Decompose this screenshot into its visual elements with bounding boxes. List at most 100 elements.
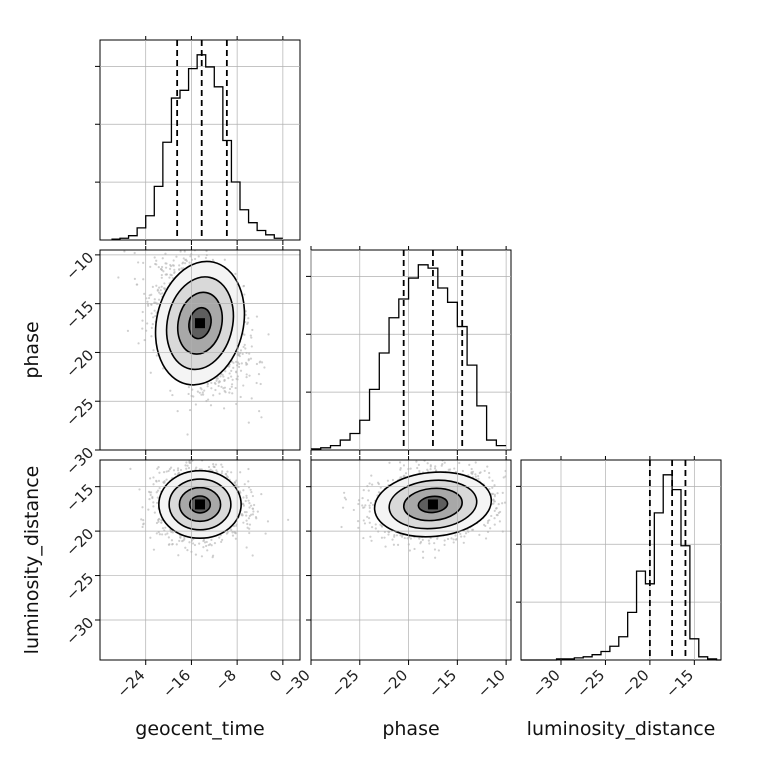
scatter-point — [392, 543, 396, 546]
scatter-point — [245, 546, 248, 549]
scatter-point — [210, 381, 213, 385]
scatter-point — [194, 553, 198, 556]
scatter-point — [247, 480, 250, 483]
scatter-point — [143, 247, 145, 249]
scatter-point — [366, 499, 370, 502]
scatter-point — [180, 267, 183, 270]
scatter-point — [163, 282, 166, 285]
scatter-point — [395, 534, 399, 537]
scatter-point — [168, 276, 171, 279]
scatter-point — [230, 369, 233, 372]
scatter-point — [443, 539, 446, 542]
scatter-point — [250, 397, 253, 400]
scatter-point — [169, 389, 172, 392]
scatter-point — [147, 304, 150, 307]
scatter-point — [184, 546, 187, 549]
scatter-point — [169, 273, 172, 276]
scatter-point — [216, 457, 218, 459]
scatter-point — [150, 312, 153, 315]
scatter-point — [211, 556, 214, 559]
scatter-point — [175, 543, 178, 546]
scatter-point — [206, 443, 208, 445]
scatter-point — [221, 538, 224, 541]
histogram-phase — [311, 264, 507, 450]
scatter-point — [421, 556, 425, 559]
scatter-point — [160, 519, 163, 522]
scatter-point — [188, 261, 191, 264]
scatter-point — [169, 265, 173, 268]
scatter-point — [248, 523, 252, 526]
scatter-point — [501, 502, 504, 505]
scatter-point — [368, 482, 371, 485]
scatter-point — [367, 517, 371, 520]
scatter-point — [155, 284, 158, 287]
scatter-point — [186, 433, 189, 436]
joint-panel-luminosity_distance_vs_geocent_time — [129, 443, 290, 559]
scatter-point — [218, 536, 221, 539]
scatter-point — [153, 301, 156, 304]
scatter-point — [146, 322, 149, 325]
scatter-point — [158, 291, 161, 294]
scatter-point — [255, 362, 259, 366]
scatter-point — [162, 270, 165, 273]
scatter-point — [399, 534, 402, 537]
scatter-point — [155, 491, 158, 494]
scatter-point — [240, 362, 243, 365]
scatter-point — [205, 250, 208, 253]
scatter-point — [168, 267, 172, 270]
scatter-point — [377, 530, 380, 533]
scatter-point — [239, 471, 242, 474]
scatter-point — [147, 508, 150, 511]
scatter-point — [452, 538, 455, 541]
scatter-point — [141, 506, 144, 509]
scatter-point — [183, 262, 187, 265]
scatter-point — [142, 519, 145, 522]
scatter-point — [152, 505, 155, 508]
scatter-point — [243, 511, 247, 514]
scatter-point — [393, 533, 396, 537]
scatter-point — [251, 507, 254, 510]
scatter-point — [489, 527, 492, 530]
scatter-point — [219, 375, 222, 378]
scatter-point — [254, 516, 258, 519]
scatter-point — [260, 361, 264, 364]
scatter-point — [232, 524, 236, 528]
scatter-point — [149, 371, 152, 374]
scatter-point — [171, 393, 174, 397]
scatter-point — [245, 373, 248, 376]
scatter-point — [479, 471, 482, 474]
scatter-point — [250, 336, 253, 339]
scatter-point — [214, 388, 217, 392]
joint-panel-phase_vs_geocent_time — [117, 233, 270, 436]
scatter-point — [152, 483, 155, 486]
scatter-point — [260, 493, 263, 496]
scatter-point — [253, 503, 256, 507]
scatter-point — [384, 545, 387, 548]
scatter-point — [483, 469, 486, 472]
scatter-point — [245, 519, 248, 522]
scatter-point — [244, 499, 247, 503]
scatter-point — [181, 540, 184, 543]
scatter-point — [157, 518, 160, 522]
scatter-point — [117, 276, 120, 279]
scatter-point — [493, 517, 496, 520]
scatter-point — [357, 502, 360, 506]
scatter-point — [235, 360, 238, 363]
scatter-point — [167, 233, 169, 235]
panel-frame — [99, 39, 301, 241]
scatter-point — [344, 498, 348, 501]
scatter-point — [163, 481, 166, 484]
scatter-point — [156, 501, 159, 505]
scatter-point — [231, 392, 234, 395]
scatter-point — [184, 258, 187, 262]
scatter-point — [255, 381, 258, 385]
scatter-point — [230, 528, 233, 531]
scatter-point — [244, 347, 247, 350]
scatter-point — [152, 548, 156, 551]
scatter-point — [157, 479, 161, 482]
scatter-point — [237, 354, 240, 357]
scatter-point — [255, 315, 259, 318]
scatter-point — [386, 479, 390, 482]
scatter-point — [463, 535, 466, 538]
scatter-point — [173, 268, 176, 271]
